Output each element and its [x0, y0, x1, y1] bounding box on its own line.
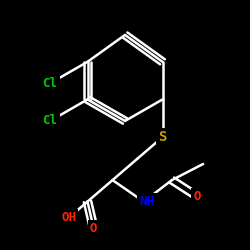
Text: Cl: Cl: [42, 114, 58, 128]
Text: O: O: [193, 190, 200, 203]
Text: Cl: Cl: [42, 77, 58, 90]
Text: OH: OH: [61, 211, 76, 224]
Text: S: S: [158, 130, 167, 144]
Text: NH: NH: [140, 195, 154, 208]
Text: O: O: [90, 222, 98, 235]
